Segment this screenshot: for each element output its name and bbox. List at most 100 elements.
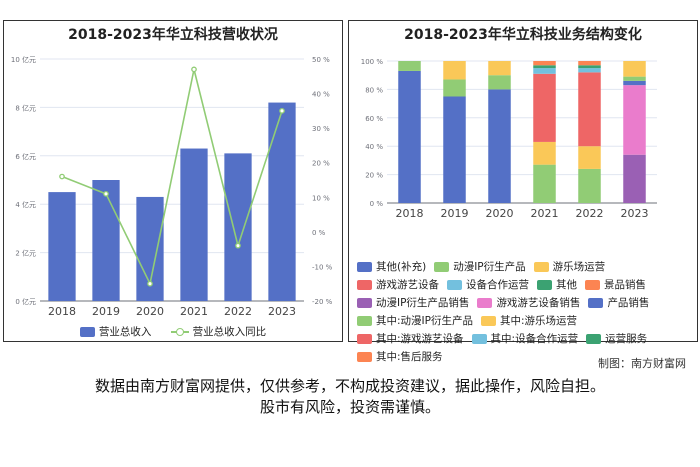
stack-segment-2023-7	[623, 154, 646, 203]
legend-label: 设备合作运营	[466, 279, 529, 291]
stack-segment-2023-11	[623, 61, 646, 77]
revenue-chart-title: 2018-2023年华立科技营收状况	[68, 27, 278, 43]
legend-item[interactable]: 游乐场运营	[533, 259, 606, 274]
legend-item[interactable]: 其他(补充)	[357, 259, 426, 274]
y-right-tick-label: 30 %	[312, 125, 330, 133]
stack-segment-2022-14	[578, 65, 601, 69]
legend-label: 其中:游戏游艺设备	[376, 333, 464, 345]
stack-segment-2020-1	[488, 75, 511, 90]
revenue-bar-2022	[224, 153, 252, 301]
stack-segment-2023-8	[623, 85, 646, 155]
stack-segment-2022-10	[578, 168, 601, 203]
stack-segment-2022-15	[578, 61, 601, 66]
legend-item[interactable]: 游戏游艺设备	[357, 277, 439, 292]
y-left-tick-label: 2 亿元	[15, 249, 36, 258]
y-tick-label: 100 %	[361, 58, 384, 66]
stack-segment-2019-2	[443, 61, 466, 80]
stack-segment-2022-13	[578, 68, 601, 73]
y-tick-label: 40 %	[365, 143, 383, 151]
legend-swatch	[533, 261, 549, 272]
legend-item[interactable]: 设备合作运营	[447, 277, 529, 292]
revenue-bar-2021	[180, 148, 208, 301]
disclaimer-line-1: 数据由南方财富网提供，仅供参考，不构成投资建议，据此操作，风险自担。	[94, 377, 605, 395]
yoy-point-2023	[279, 108, 285, 114]
legend-item[interactable]: 其中:游戏游艺设备	[357, 331, 464, 346]
legend-item[interactable]: 产品销售	[588, 295, 649, 310]
legend-label: 游乐场运营	[552, 261, 606, 273]
stack-segment-2023-9	[623, 80, 646, 86]
y-right-tick-label: 50 %	[312, 56, 330, 64]
legend-item[interactable]: 景品销售	[585, 277, 646, 292]
legend-label: 其中:售后服务	[376, 351, 443, 363]
revenue-bar-2023	[268, 102, 296, 301]
legend-item[interactable]: 其中:售后服务	[357, 349, 443, 364]
legend-swatch	[588, 297, 604, 308]
disclaimer: 数据由南方财富网提供，仅供参考，不构成投资建议，据此操作，风险自担。 股市有风险…	[0, 376, 700, 418]
legend-label: 其中:游乐场运营	[499, 315, 578, 327]
disclaimer-line-2: 股市有风险，投资需谨慎。	[259, 398, 440, 416]
legend-item[interactable]: 其他	[537, 277, 577, 292]
revenue-chart-legend: 营业总收入 营业总收入同比	[4, 324, 342, 340]
legend-swatch	[357, 351, 372, 362]
legend-swatch	[357, 315, 372, 326]
stack-segment-2018-1	[398, 61, 421, 71]
y-left-tick-label: 10 亿元	[11, 55, 36, 64]
legend-item[interactable]: 运营服务	[586, 331, 647, 346]
x-tick-label: 2019	[92, 305, 120, 318]
structure-chart-svg: 0 % 20 % 40 % 60 % 80 % 100 % 2018 2019 2020 2021…	[361, 58, 657, 220]
stack-segment-2019-1	[443, 79, 466, 97]
y-tick-label: 0 %	[370, 200, 384, 208]
y-tick-label: 20 %	[365, 172, 383, 180]
revenue-chart-panel: 2018-2023年华立科技营收状况 0 亿元 2 亿元 4 亿元 6 亿元 8 亿元 1…	[3, 20, 343, 342]
legend-item[interactable]: 其中:动漫IP衍生产品	[357, 313, 473, 328]
legend-label-revenue: 营业总收入	[98, 326, 152, 338]
legend-label: 其他	[556, 279, 577, 291]
x-tick-label: 2022	[224, 305, 252, 318]
legend-label: 运营服务	[605, 333, 648, 345]
legend-label: 动漫IP衍生产品	[453, 261, 526, 273]
stack-segment-2021-11	[533, 141, 556, 165]
structure-chart-panel: 2018-2023年华立科技业务结构变化 0 % 20 % 40 % 60 % 80 %…	[348, 20, 698, 363]
y-right-tick-label: 10 %	[312, 194, 330, 202]
stack-segment-2021-13	[533, 68, 556, 74]
stack-segment-2023-10	[623, 76, 646, 81]
yoy-point-2019	[103, 190, 109, 197]
x-tick-label: 2022	[576, 207, 604, 220]
x-tick-label: 2018	[396, 207, 424, 220]
revenue-chart-svg: 0 亿元 2 亿元 4 亿元 6 亿元 8 亿元 10 亿元 -20 % -10 % 0 % 10…	[11, 55, 333, 318]
yoy-point-2018	[59, 173, 65, 180]
y-tick-label: 80 %	[365, 86, 383, 94]
legend-label: 景品销售	[604, 279, 646, 291]
chart-credit: 制图：南方财富网	[598, 357, 686, 370]
legend-item[interactable]: 其中:游乐场运营	[480, 313, 578, 328]
legend-swatch	[537, 279, 552, 290]
legend-label: 其中:动漫IP衍生产品	[376, 315, 473, 327]
revenue-bar-2019	[92, 180, 120, 301]
yoy-point-2020	[147, 280, 153, 287]
legend-swatch	[447, 279, 462, 290]
y-left-tick-label: 0 亿元	[15, 297, 36, 306]
revenue-bar-2018	[48, 192, 76, 301]
legend-label-yoy: 营业总收入同比	[192, 326, 267, 338]
x-tick-label: 2023	[268, 305, 296, 318]
y-left-tick-label: 6 亿元	[15, 152, 36, 161]
stack-segment-2019-0	[443, 96, 466, 203]
x-tick-label: 2021	[180, 305, 208, 318]
x-tick-label: 2020	[486, 207, 514, 220]
x-tick-label: 2018	[48, 305, 76, 318]
legend-item[interactable]: 游戏游艺设备销售	[477, 295, 580, 310]
legend-item[interactable]: 动漫IP衍生产品销售	[357, 295, 469, 310]
stack-segment-2020-0	[488, 89, 511, 203]
legend-item[interactable]: 其中:设备合作运营	[471, 331, 578, 346]
legend-item[interactable]: 动漫IP衍生产品	[434, 259, 526, 274]
legend-swatch	[434, 261, 450, 272]
legend-item-yoy[interactable]: 营业总收入同比	[170, 324, 267, 339]
y-right-tick-label: 40 %	[312, 91, 330, 99]
x-tick-label: 2021	[531, 207, 559, 220]
legend-swatch	[480, 315, 496, 326]
legend-swatch	[357, 297, 372, 308]
legend-swatch	[477, 297, 493, 308]
legend-label: 产品销售	[607, 297, 650, 309]
legend-swatch	[471, 333, 487, 344]
legend-item-revenue[interactable]: 营业总收入	[79, 324, 152, 339]
